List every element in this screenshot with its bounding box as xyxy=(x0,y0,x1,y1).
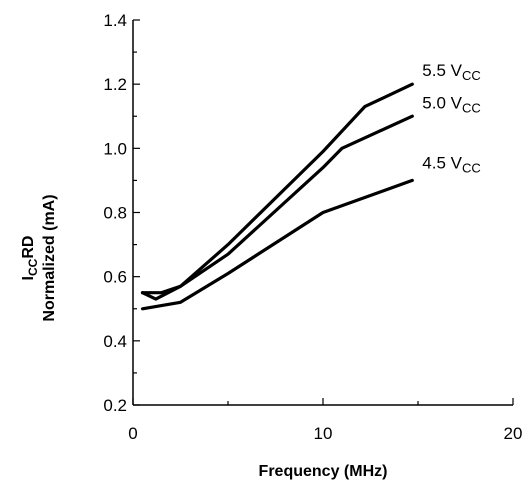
y-tick-label: 0.2 xyxy=(103,396,127,415)
series-line-3 xyxy=(143,180,413,308)
y-axis-label-line1: ICCRD xyxy=(20,236,40,281)
series-line-2 xyxy=(143,116,413,293)
y-tick-label: 1.4 xyxy=(103,11,127,30)
x-tick-label: 20 xyxy=(504,424,523,443)
y-axis-label-line2: Normalized (mA) xyxy=(41,194,58,321)
x-axis-label: Frequency (MHz) xyxy=(259,463,388,480)
y-tick-label: 1.0 xyxy=(103,139,127,158)
x-tick-label: 0 xyxy=(128,424,137,443)
y-axis-label-tail: RD xyxy=(20,236,37,259)
y-tick-label: 0.8 xyxy=(103,204,127,223)
series-label-1: 5.5 VCC xyxy=(422,61,480,83)
series-label-2: 5.0 VCC xyxy=(422,93,480,115)
y-axis-label-sub: CC xyxy=(26,258,40,276)
series-lines xyxy=(143,84,413,309)
series-line-1 xyxy=(143,84,413,299)
x-tick-label: 10 xyxy=(314,424,333,443)
series-label-3: 4.5 VCC xyxy=(422,153,480,175)
y-tick-label: 1.2 xyxy=(103,75,127,94)
y-tick-label: 0.4 xyxy=(103,332,127,351)
series-labels: 5.5 VCC 5.0 VCC 4.5 VCC xyxy=(422,61,480,175)
y-tick-label: 0.6 xyxy=(103,268,127,287)
